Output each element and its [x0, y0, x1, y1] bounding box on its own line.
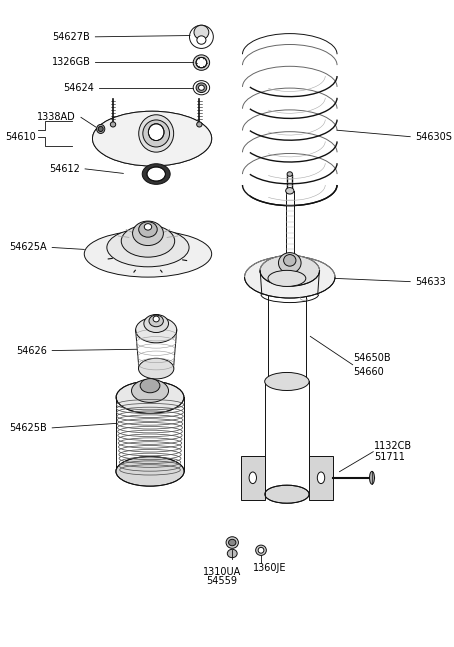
Text: 51711: 51711 — [374, 452, 405, 463]
Ellipse shape — [197, 122, 202, 127]
Text: 54627B: 54627B — [53, 32, 90, 42]
Text: 54660: 54660 — [354, 367, 384, 377]
Ellipse shape — [317, 472, 325, 483]
Ellipse shape — [142, 164, 170, 184]
Ellipse shape — [265, 373, 309, 391]
Ellipse shape — [132, 379, 168, 402]
Text: 54610: 54610 — [5, 132, 36, 142]
Ellipse shape — [256, 545, 266, 555]
Polygon shape — [241, 455, 265, 500]
Text: 1310UA: 1310UA — [203, 567, 241, 577]
Ellipse shape — [138, 358, 174, 379]
Ellipse shape — [258, 547, 264, 553]
Text: 54650B: 54650B — [354, 353, 391, 363]
Ellipse shape — [227, 549, 237, 558]
Ellipse shape — [370, 472, 375, 484]
Ellipse shape — [139, 115, 174, 152]
Ellipse shape — [278, 252, 301, 273]
Text: 54612: 54612 — [49, 164, 80, 174]
Ellipse shape — [153, 316, 159, 322]
Ellipse shape — [144, 224, 152, 230]
Ellipse shape — [116, 381, 184, 413]
Ellipse shape — [97, 124, 105, 133]
Ellipse shape — [110, 122, 116, 127]
Ellipse shape — [268, 270, 306, 287]
Ellipse shape — [121, 225, 175, 257]
Text: 54625B: 54625B — [10, 423, 47, 433]
Text: 54630S: 54630S — [415, 132, 452, 142]
Ellipse shape — [147, 167, 165, 181]
Ellipse shape — [144, 314, 168, 333]
Ellipse shape — [140, 378, 160, 393]
Ellipse shape — [136, 317, 177, 343]
Text: 1338AD: 1338AD — [37, 113, 76, 122]
Ellipse shape — [107, 228, 189, 267]
Ellipse shape — [196, 83, 207, 93]
Ellipse shape — [260, 255, 320, 286]
Ellipse shape — [197, 36, 206, 44]
Ellipse shape — [143, 120, 169, 147]
Ellipse shape — [139, 222, 157, 237]
Ellipse shape — [116, 457, 184, 486]
Text: 1360JE: 1360JE — [252, 563, 286, 573]
Ellipse shape — [193, 55, 210, 71]
Ellipse shape — [98, 126, 103, 131]
Ellipse shape — [148, 124, 164, 140]
Text: 1132CB: 1132CB — [374, 441, 412, 451]
Text: 54559: 54559 — [207, 576, 237, 586]
Polygon shape — [309, 455, 333, 500]
Ellipse shape — [133, 221, 163, 246]
Ellipse shape — [265, 485, 309, 503]
Ellipse shape — [284, 254, 296, 266]
Text: 54633: 54633 — [415, 277, 446, 287]
Text: 54626: 54626 — [16, 345, 47, 356]
Ellipse shape — [268, 373, 306, 389]
Ellipse shape — [93, 111, 212, 166]
Ellipse shape — [245, 256, 335, 298]
Ellipse shape — [196, 58, 207, 68]
Ellipse shape — [249, 472, 257, 483]
Ellipse shape — [149, 315, 163, 327]
Text: 54625A: 54625A — [10, 243, 47, 252]
Text: 1326GB: 1326GB — [52, 57, 90, 67]
Ellipse shape — [84, 231, 212, 277]
Ellipse shape — [226, 537, 238, 549]
Text: 54624: 54624 — [64, 83, 94, 93]
Ellipse shape — [287, 172, 292, 176]
Ellipse shape — [189, 25, 213, 49]
Ellipse shape — [194, 25, 209, 39]
Ellipse shape — [193, 81, 210, 95]
Ellipse shape — [198, 85, 204, 91]
Ellipse shape — [228, 540, 236, 546]
Ellipse shape — [286, 188, 294, 194]
